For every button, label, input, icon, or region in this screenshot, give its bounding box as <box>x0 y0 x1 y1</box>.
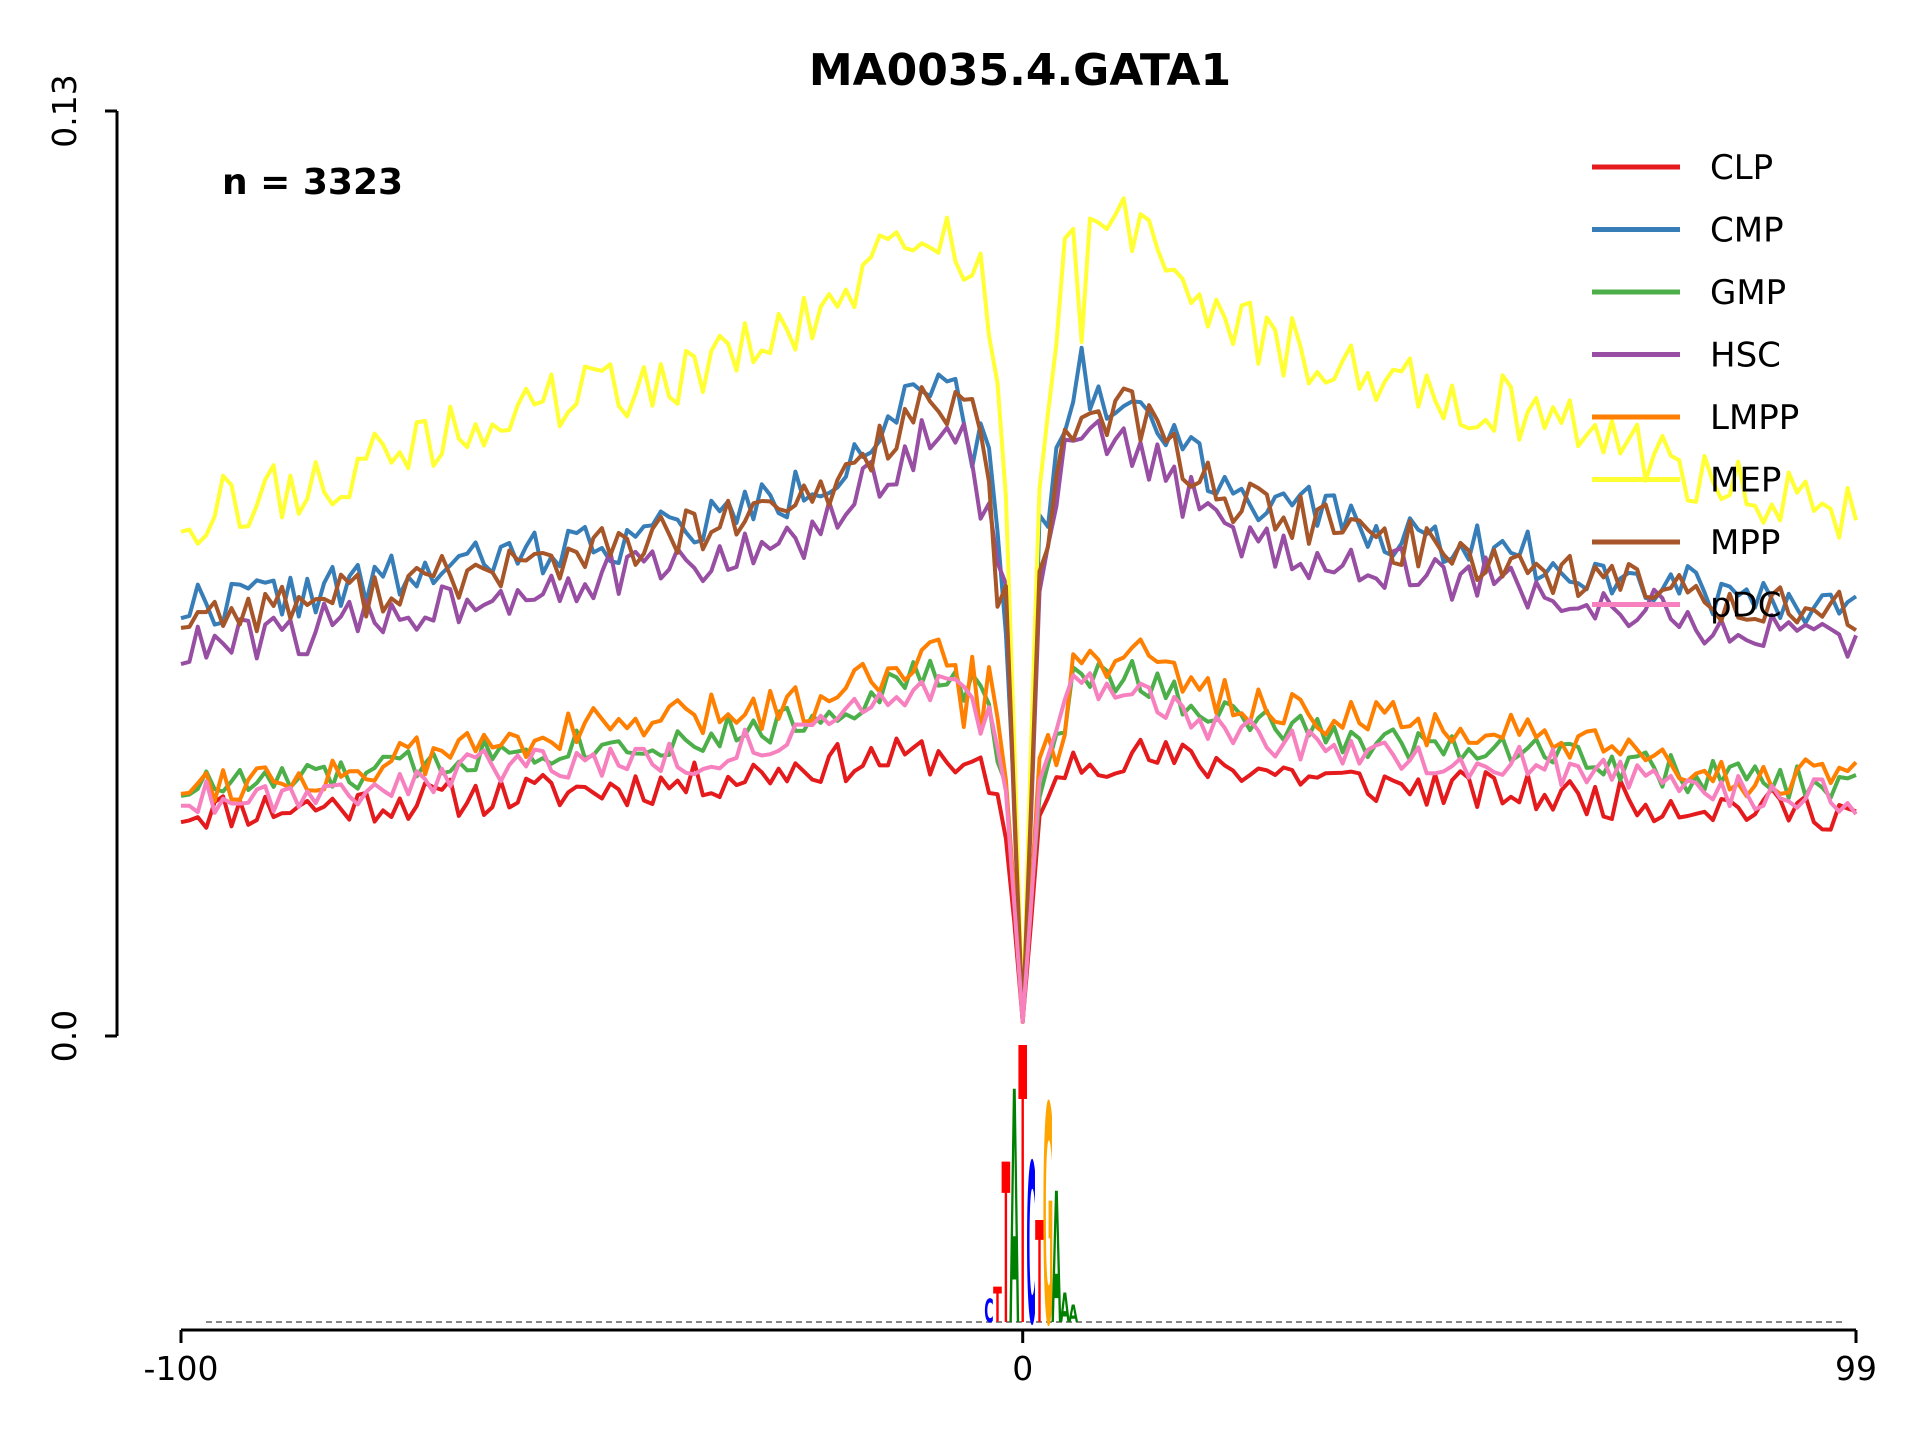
legend-label-lmpp: LMPP <box>1710 398 1799 438</box>
logo-letter-c: C <box>984 1292 993 1330</box>
x-tick-label: -100 <box>144 1349 219 1388</box>
logo-letter-a: A <box>1060 1286 1070 1333</box>
legend-label-mpp: MPP <box>1710 523 1780 563</box>
y-tick-label: 0.0 <box>45 1010 84 1062</box>
chart-title: MA0035.4.GATA1 <box>809 45 1231 96</box>
logo-letter-g: G <box>1043 1045 1054 1394</box>
legend: CLP CMP GMP HSC LMPP MEP MPP pDC <box>1592 148 1799 626</box>
series-line-pdc <box>181 671 1858 1024</box>
legend-label-cmp: CMP <box>1710 211 1784 251</box>
logo-letter-t: T <box>1018 970 1027 1412</box>
series-line-mpp <box>180 385 1858 1024</box>
series-lines <box>180 196 1858 1024</box>
y-axis: 0.0 0.13 <box>45 74 119 1062</box>
legend-label-clp: CLP <box>1710 148 1773 188</box>
logo-letter-t: T <box>1002 1117 1011 1374</box>
logo-letter-a: A <box>1009 1027 1019 1399</box>
logo-letter-a: A <box>1068 1300 1078 1329</box>
legend-label-pdc: pDC <box>1710 586 1782 626</box>
x-axis: -100 0 99 <box>144 1328 1877 1388</box>
logo-letter-t: T <box>993 1278 1002 1334</box>
x-tick-label: 99 <box>1835 1349 1877 1388</box>
logo-letter-t: T <box>1035 1194 1044 1356</box>
logo-letter-c: C <box>1026 1117 1035 1374</box>
x-tick-label: 0 <box>1012 1349 1033 1388</box>
sample-count-annotation: n = 3323 <box>222 162 403 203</box>
legend-label-hsc: HSC <box>1710 336 1781 376</box>
legend-label-mep: MEP <box>1710 461 1781 501</box>
legend-label-gmp: GMP <box>1710 273 1786 313</box>
logo-letter-a: A <box>1051 1157 1061 1366</box>
y-tick-label: 0.13 <box>45 74 84 147</box>
